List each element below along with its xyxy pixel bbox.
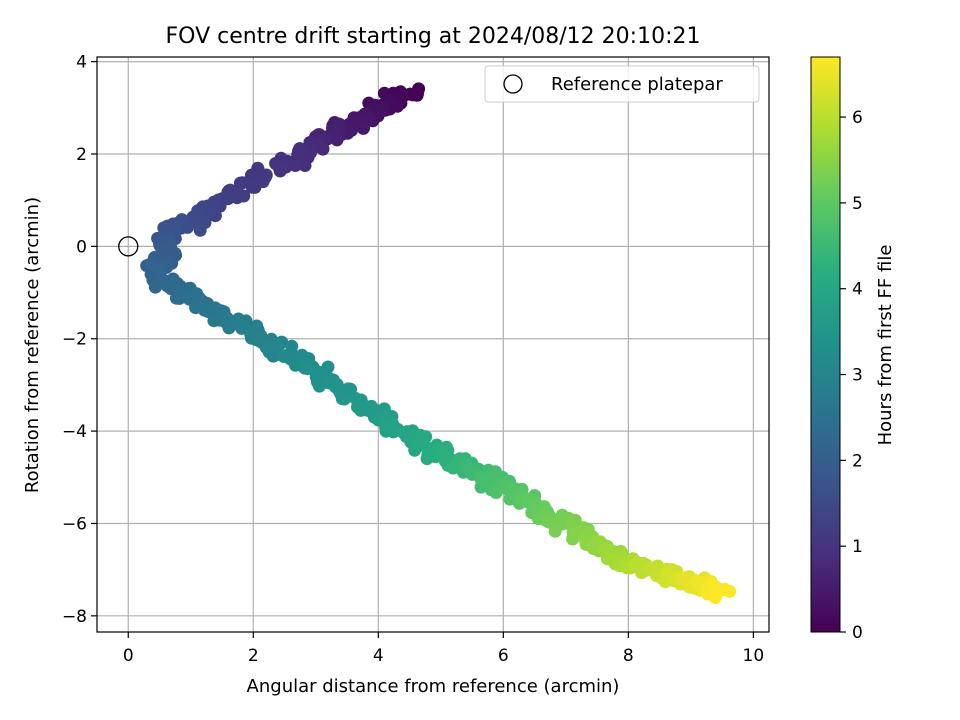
legend: Reference platepar: [484, 65, 760, 103]
scatter-point: [275, 160, 289, 174]
scatter-point: [275, 335, 289, 349]
scatter-point: [357, 121, 370, 135]
scatter-point: [708, 591, 722, 604]
x-axis-label: Angular distance from reference (arcmin): [247, 676, 620, 697]
reference-point: [118, 236, 139, 257]
reference-marker: [118, 236, 139, 257]
y-tick-label: −4: [62, 422, 87, 442]
scatter-point: [330, 132, 344, 146]
legend-entry-reference: Reference platepar: [551, 74, 723, 95]
scatter-point: [337, 392, 351, 406]
legend-marker-icon: [503, 74, 523, 94]
colorbar-label: Hours from first FF file: [875, 245, 896, 446]
scatter-point: [675, 571, 689, 585]
scatter-point: [160, 279, 174, 293]
scatter-point: [723, 584, 737, 598]
y-tick-label: 0: [76, 237, 87, 257]
colorbar-tick-label: 1: [852, 537, 863, 557]
x-tick-label: 6: [498, 646, 509, 666]
scatter-point: [311, 375, 324, 389]
chart-title: FOV centre drift starting at 2024/08/12 …: [166, 24, 701, 49]
grid: [97, 57, 769, 632]
scatter-point: [706, 579, 720, 593]
scatter-point: [169, 221, 183, 234]
x-tick-label: 10: [743, 646, 765, 666]
scatter-point: [266, 349, 280, 363]
y-axis-ticks: −8 −6 −4 −2 0 2 4: [62, 53, 97, 627]
colorbar-ticks: 0 1 2 3 4 5 6: [840, 108, 863, 643]
scatter-point: [330, 378, 344, 392]
x-tick-label: 2: [248, 646, 259, 666]
colorbar-tick-label: 0: [852, 623, 863, 643]
y-tick-label: −2: [62, 330, 87, 350]
colorbar: [810, 56, 841, 633]
scatter-point: [301, 362, 315, 375]
x-tick-label: 0: [123, 646, 134, 666]
plot-frame: [96, 56, 770, 633]
scatter-point: [386, 424, 400, 438]
x-axis-ticks: 0 2 4 6 8 10: [123, 632, 764, 666]
y-tick-label: −8: [62, 607, 87, 627]
scatter-point: [548, 524, 562, 538]
x-tick-label: 8: [623, 646, 634, 666]
scatter-point: [590, 535, 604, 549]
colorbar-tick-label: 6: [852, 108, 863, 128]
scatter-point: [420, 452, 434, 466]
x-tick-label: 4: [373, 646, 384, 666]
scatter-point: [296, 144, 310, 158]
scatter-point: [233, 176, 247, 190]
legend-box: [484, 65, 760, 103]
scatter-point: [193, 223, 207, 237]
scatter-point: [362, 112, 376, 126]
y-axis-label: Rotation from reference (arcmin): [22, 197, 43, 493]
y-tick-label: 4: [76, 53, 87, 73]
y-tick-label: 2: [76, 145, 87, 165]
scatter-point: [566, 532, 580, 546]
scatter-point: [489, 486, 503, 499]
y-tick-label: −6: [62, 514, 87, 534]
colorbar-tick-label: 5: [852, 194, 863, 214]
scatter-point: [341, 382, 355, 396]
scatter-points: [140, 82, 737, 604]
colorbar-tick-label: 3: [852, 366, 863, 386]
colorbar-tick-label: 2: [852, 451, 863, 471]
colorbar-tick-label: 4: [852, 280, 863, 300]
